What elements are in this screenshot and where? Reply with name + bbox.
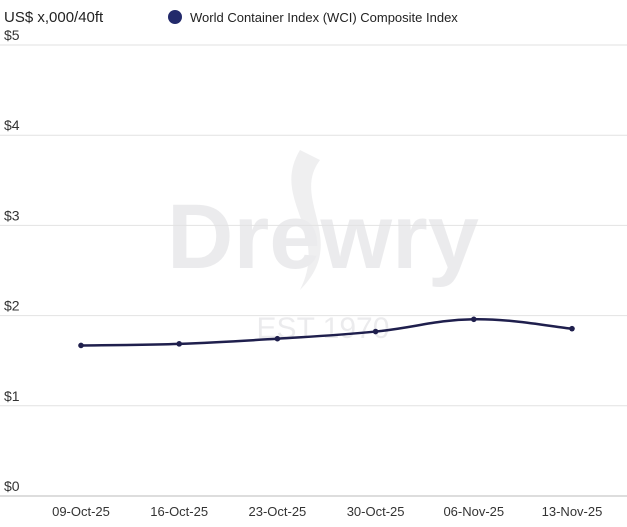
y-axis-label: US$ x,000/40ft [4, 9, 104, 26]
x-tick-label: 23-Oct-25 [248, 504, 306, 519]
drewry-watermark: Drewry EST 1970 [167, 150, 479, 345]
y-tick-label: $1 [4, 388, 20, 404]
flame-logo-icon [291, 150, 321, 290]
x-tick-label: 30-Oct-25 [347, 504, 405, 519]
x-tick-label: 09-Oct-25 [52, 504, 110, 519]
data-point [569, 325, 575, 332]
x-tick-label: 13-Nov-25 [542, 504, 603, 519]
data-point [471, 316, 477, 323]
data-point [176, 341, 182, 347]
y-tick-label: $2 [4, 298, 20, 314]
legend-label: World Container Index (WCI) Composite In… [190, 10, 458, 25]
y-tick-label: $4 [4, 117, 20, 133]
y-tick-label: $5 [4, 27, 20, 43]
series-line [80, 318, 573, 347]
svg-text:Drewry: Drewry [167, 186, 479, 288]
y-tick-label: $3 [4, 207, 20, 223]
x-tick-label: 16-Oct-25 [150, 504, 208, 519]
data-point [274, 335, 281, 342]
legend-marker [168, 10, 182, 24]
y-tick-label: $0 [4, 478, 20, 494]
x-tick-label: 06-Nov-25 [443, 504, 504, 519]
data-point [372, 328, 379, 335]
data-point [78, 342, 84, 349]
